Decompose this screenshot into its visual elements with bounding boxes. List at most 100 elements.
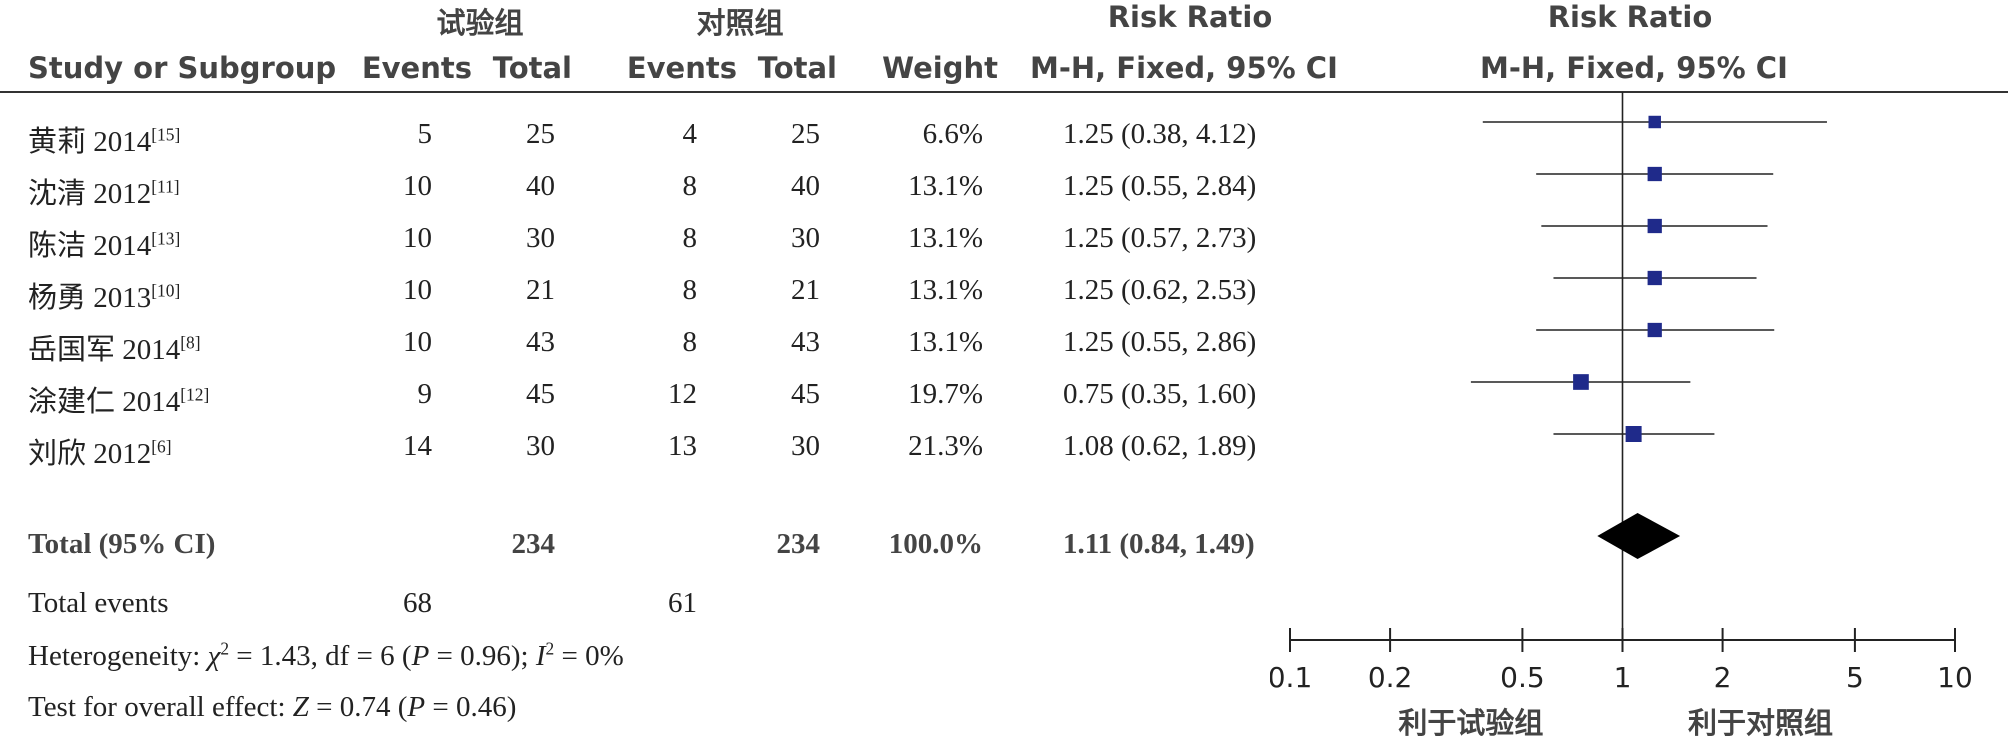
- x-tick-label: 2: [1714, 661, 1732, 694]
- i-symbol: I: [535, 640, 546, 672]
- study-total1: 40: [526, 170, 555, 202]
- study-ci: 0.75 (0.35, 1.60): [1063, 378, 1257, 410]
- study-column-header: Study or Subgroup: [28, 51, 337, 85]
- total2-header: Total: [757, 51, 837, 85]
- study-name: 岳国军 2014[8]: [28, 326, 201, 368]
- rr-column-title: Risk Ratio: [1107, 0, 1273, 34]
- study-name-text: 刘欣 2012: [28, 438, 152, 470]
- study-events1: 14: [403, 430, 432, 462]
- study-weight: 13.1%: [908, 274, 983, 306]
- study-events1: 9: [417, 378, 433, 410]
- heterogeneity-p-value: = 0.96);: [429, 640, 536, 672]
- events2-header: Events: [626, 51, 737, 85]
- total-label: Total (95% CI): [28, 528, 216, 560]
- study-total1: 45: [526, 378, 555, 410]
- total-t2: 234: [776, 528, 821, 560]
- study-reference: [6]: [151, 436, 172, 457]
- study-name: 涂建仁 2014[12]: [28, 378, 209, 420]
- study-reference: [11]: [151, 176, 180, 197]
- point-estimate-square: [1647, 270, 1662, 286]
- study-total2: 45: [791, 378, 820, 410]
- total-events-e1: 68: [403, 587, 432, 619]
- group2-header: 对照组: [696, 6, 784, 40]
- point-estimate-square: [1647, 322, 1662, 338]
- x-tick-label: 0.1: [1270, 661, 1312, 694]
- study-total2: 40: [791, 170, 820, 202]
- point-estimate-square: [1647, 166, 1662, 182]
- study-total1: 30: [526, 430, 555, 462]
- study-events1: 10: [403, 274, 432, 306]
- study-name-text: 杨勇 2013: [28, 282, 152, 314]
- study-name-text: 沈清 2012: [28, 178, 152, 210]
- heterogeneity-prefix: Heterogeneity:: [28, 640, 208, 672]
- overall-effect-line: Test for overall effect: Z = 0.74 (P = 0…: [28, 691, 516, 724]
- study-weight: 21.3%: [908, 430, 983, 462]
- study-ci: 1.25 (0.55, 2.86): [1063, 326, 1257, 358]
- rr-method-header: M-H, Fixed, 95% CI: [1030, 51, 1338, 85]
- favours-right-label: 利于对照组: [1688, 706, 1833, 740]
- forest-plot: 0.1 0.2 0.5 1 2 5 10 利于试验组 利于对照组: [1270, 92, 1973, 740]
- total-ci: 1.11 (0.84, 1.49): [1063, 528, 1255, 560]
- favours-left-label: 利于试验组: [1398, 706, 1543, 740]
- x-tick-label: 5: [1846, 661, 1864, 694]
- heterogeneity-p-symbol: P: [411, 640, 430, 672]
- overall-p-value: = 0.46): [425, 691, 517, 723]
- study-reference: [13]: [151, 228, 181, 249]
- study-weight: 13.1%: [908, 326, 983, 358]
- study-events2: 4: [682, 118, 698, 150]
- study-ci: 1.08 (0.62, 1.89): [1063, 430, 1257, 462]
- study-events1: 10: [403, 222, 432, 254]
- study-name-text: 岳国军 2014: [28, 334, 181, 366]
- study-ci: 1.25 (0.62, 2.53): [1063, 274, 1257, 306]
- x-tick-label: 0.2: [1368, 661, 1413, 694]
- study-total1: 30: [526, 222, 555, 254]
- total1-header: Total: [492, 51, 572, 85]
- study-name: 刘欣 2012[6]: [28, 430, 172, 472]
- study-total1: 21: [526, 274, 555, 306]
- study-events2: 12: [668, 378, 697, 410]
- plot-method-header: M-H, Fixed, 95% CI: [1480, 51, 1788, 85]
- point-estimate-square: [1648, 115, 1661, 129]
- total-events-label: Total events: [28, 587, 169, 619]
- heterogeneity-chi-value: = 1.43, df = 6 (: [229, 640, 412, 672]
- pooled-diamond: [1597, 513, 1681, 559]
- study-reference: [12]: [180, 384, 210, 405]
- study-reference: [15]: [151, 124, 181, 145]
- header-rule: [0, 91, 2008, 93]
- group1-header: 试验组: [436, 6, 524, 40]
- study-events2: 13: [668, 430, 697, 462]
- z-symbol: Z: [292, 691, 309, 723]
- study-events2: 8: [682, 274, 698, 306]
- study-events2: 8: [682, 326, 698, 358]
- study-name: 沈清 2012[11]: [28, 170, 180, 212]
- study-total2: 25: [791, 118, 820, 150]
- study-ci: 1.25 (0.57, 2.73): [1063, 222, 1257, 254]
- point-estimate-square: [1647, 218, 1662, 234]
- study-name-text: 涂建仁 2014: [28, 386, 181, 418]
- study-total2: 30: [791, 430, 820, 462]
- study-reference: [8]: [180, 332, 201, 353]
- point-estimate-square: [1573, 374, 1589, 390]
- study-weight: 13.1%: [908, 170, 983, 202]
- study-events2: 8: [682, 170, 698, 202]
- chi-symbol: χ: [207, 640, 221, 672]
- overall-z-value: = 0.74 (: [308, 691, 408, 723]
- total-weight: 100.0%: [888, 528, 983, 560]
- study-reference: [10]: [151, 280, 181, 301]
- plot-title: Risk Ratio: [1547, 0, 1713, 34]
- study-total2: 43: [791, 326, 820, 358]
- study-total1: 43: [526, 326, 555, 358]
- study-name: 黄莉 2014[15]: [28, 118, 180, 160]
- events1-header: Events: [361, 51, 472, 85]
- study-name-text: 陈洁 2014: [28, 230, 152, 262]
- overall-prefix: Test for overall effect:: [28, 691, 293, 723]
- study-name: 陈洁 2014[13]: [28, 222, 180, 264]
- study-total2: 21: [791, 274, 820, 306]
- study-total1: 25: [526, 118, 555, 150]
- study-ci: 1.25 (0.55, 2.84): [1063, 170, 1257, 202]
- study-name-text: 黄莉 2014: [28, 126, 152, 158]
- overall-p-symbol: P: [407, 691, 426, 723]
- weight-header: Weight: [882, 51, 998, 85]
- total-t1: 234: [511, 528, 556, 560]
- study-total2: 30: [791, 222, 820, 254]
